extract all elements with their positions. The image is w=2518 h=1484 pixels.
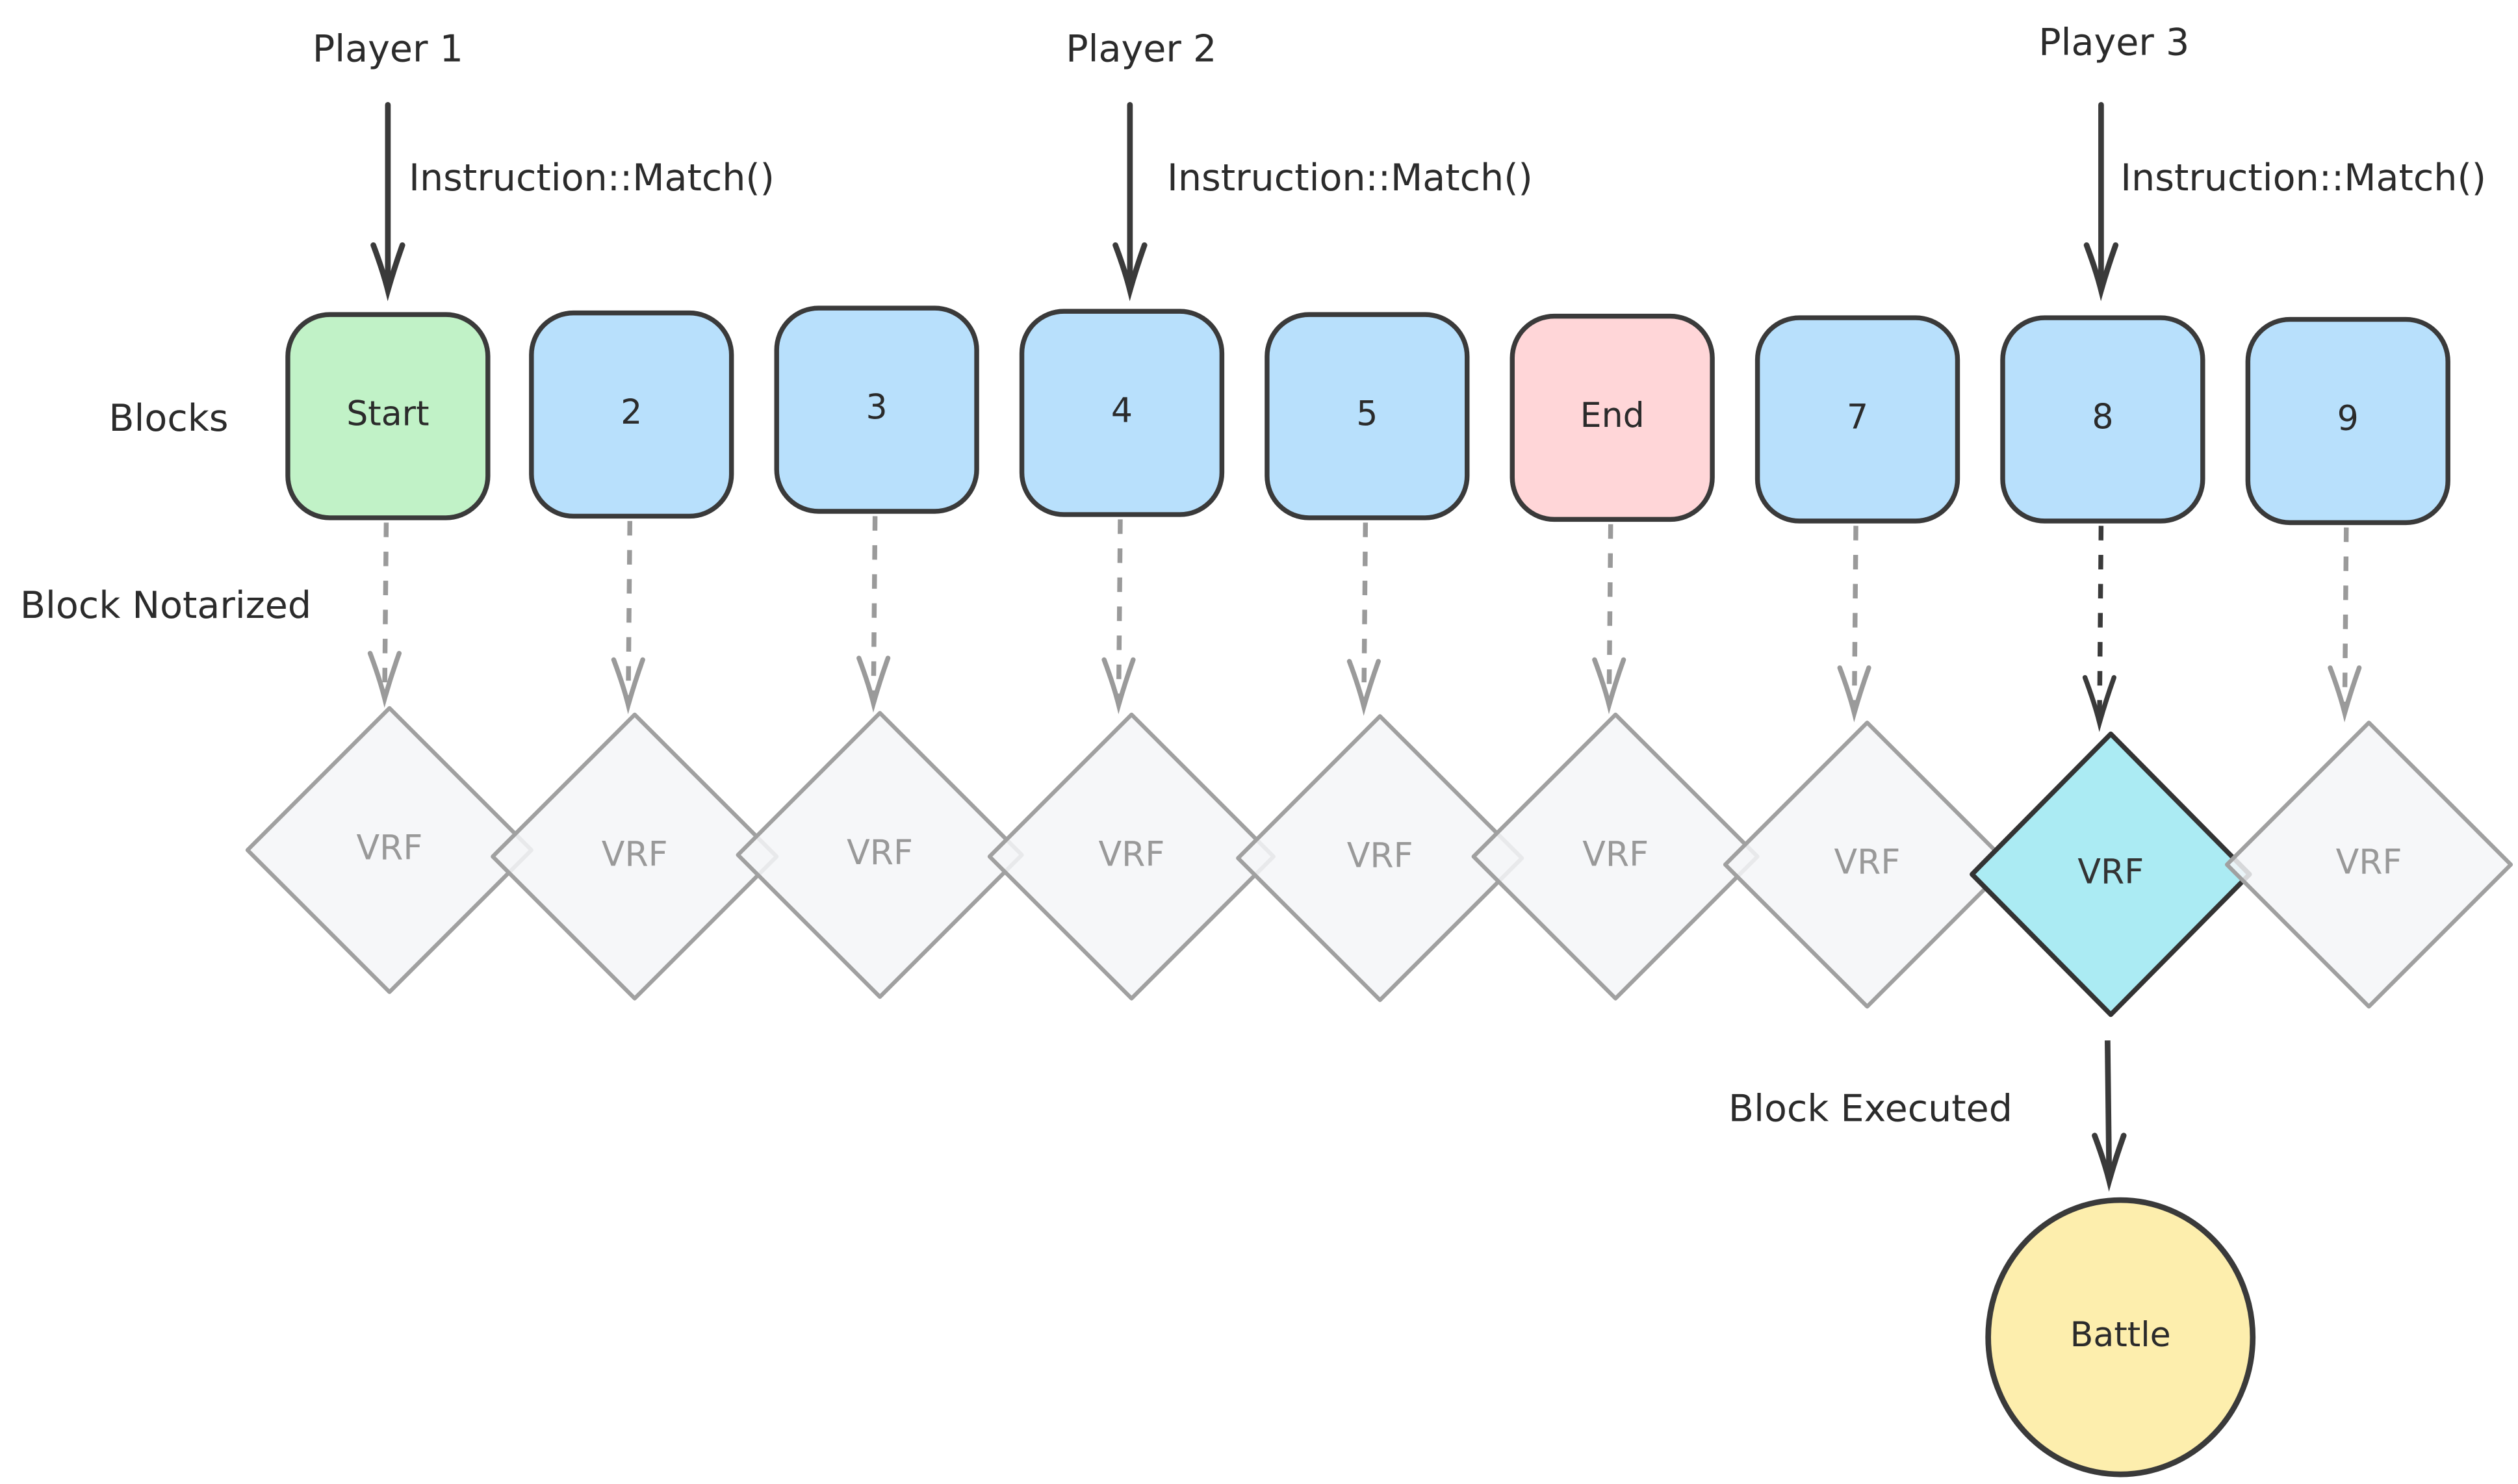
block-start[interactable]: Start	[285, 312, 491, 520]
notarized-arrow	[1851, 526, 1858, 710]
block-box	[2000, 315, 2205, 524]
arrowhead-icon	[856, 656, 891, 713]
block-label: 4	[1111, 392, 1133, 431]
battle-circle	[1985, 1197, 2256, 1478]
block-label: Start	[346, 395, 429, 434]
arrowhead-icon	[1112, 242, 1148, 301]
vrf-label: VRF	[1582, 835, 1649, 874]
block-label: 2	[621, 393, 642, 432]
executed-arrow	[2105, 1040, 2113, 1178]
block-label: 8	[2092, 398, 2113, 437]
vrf-diamond-active[interactable]: VRF	[1970, 731, 2252, 1017]
block-end[interactable]: End	[1510, 313, 1715, 522]
vrf-diamond[interactable]: VRF	[736, 711, 1024, 999]
notarized-arrow	[871, 516, 878, 700]
vrf-label: VRF	[602, 835, 668, 874]
block-box	[1265, 312, 1470, 520]
block-box	[2245, 316, 2450, 526]
block-box	[1019, 309, 1225, 517]
vrf-label: VRF	[1834, 843, 1901, 882]
instruction-label: Instruction::Match()	[409, 157, 775, 199]
diamond-shape	[1723, 721, 2012, 1009]
block-label: 5	[1356, 395, 1378, 434]
arrowhead-icon	[2083, 242, 2119, 301]
battle-label: Battle	[2070, 1316, 2171, 1355]
diamond-shape	[736, 711, 1024, 999]
notarized-arrow	[626, 520, 633, 702]
vrf-diamond[interactable]: VRF	[1471, 712, 1760, 1001]
diamond-shape	[1970, 731, 2252, 1017]
player-label: Player 3	[2038, 21, 2189, 64]
arrowhead-icon	[1592, 657, 1626, 715]
notarized-arrow	[382, 522, 389, 696]
diamond-shape	[987, 712, 1276, 1001]
notarized-arrow	[2342, 527, 2349, 710]
arrowhead-icon	[2328, 665, 2362, 723]
block-4[interactable]: 4	[1019, 309, 1225, 517]
diamond-shape	[1471, 712, 1760, 1001]
arrowhead-icon	[367, 650, 402, 708]
block-box	[285, 312, 491, 520]
block-9[interactable]: 9	[2245, 316, 2450, 526]
vrf-label: VRF	[2336, 843, 2402, 882]
vrf-diamond[interactable]: VRF	[1723, 721, 2012, 1009]
block-box	[1510, 313, 1715, 522]
arrowhead-icon	[611, 657, 645, 715]
notarized-arrow	[2097, 526, 2104, 720]
row-label-executed: Block Executed	[1728, 1087, 2012, 1130]
notarized-arrow	[1361, 522, 1368, 704]
diamond-shape	[245, 706, 533, 994]
arrowhead-icon	[370, 242, 405, 301]
block-box	[529, 310, 734, 519]
battle-node[interactable]: Battle	[1985, 1197, 2256, 1478]
vrf-diamond[interactable]: VRF	[245, 706, 533, 994]
notarized-arrow	[1116, 519, 1123, 702]
diamond-shape	[491, 712, 779, 1001]
vrf-label: VRF	[356, 828, 422, 867]
block-box	[1754, 315, 1960, 524]
arrowhead-icon	[2092, 1132, 2127, 1192]
vrf-diamond[interactable]: VRF	[1236, 714, 1524, 1003]
instruction-label: Instruction::Match()	[2120, 157, 2486, 199]
vrf-label: VRF	[1098, 835, 1164, 874]
block-label: 9	[2337, 400, 2359, 439]
block-label: End	[1580, 396, 1645, 435]
block-8[interactable]: 8	[2000, 315, 2205, 524]
block-3[interactable]: 3	[774, 305, 979, 514]
player-label: Player 1	[313, 27, 463, 70]
arrowhead-icon	[1346, 659, 1381, 716]
vrf-diamond[interactable]: VRF	[2224, 721, 2513, 1009]
vrf-diamond[interactable]: VRF	[491, 712, 779, 1001]
block-5[interactable]: 5	[1265, 312, 1470, 520]
vrf-label: VRF	[1347, 837, 1413, 876]
row-label-blocks: Blocks	[109, 397, 228, 440]
arrowhead-icon	[2082, 674, 2117, 732]
vrf-label: VRF	[2077, 853, 2144, 892]
block-label: 3	[866, 389, 888, 428]
arrowhead-icon	[1101, 657, 1136, 715]
vrf-diamond[interactable]: VRF	[987, 712, 1276, 1001]
notarized-arrow	[1606, 524, 1613, 702]
row-label-notarized: Block Notarized	[20, 584, 311, 627]
vrf-label: VRF	[847, 834, 913, 873]
instruction-label: Instruction::Match()	[1167, 157, 1533, 199]
player-label: Player 2	[1066, 27, 1216, 70]
block-box	[774, 305, 979, 514]
arrowhead-icon	[1837, 665, 1871, 723]
diamond-shape	[1236, 714, 1524, 1003]
block-label: 7	[1847, 398, 1868, 437]
diamond-shape	[2224, 721, 2513, 1009]
block-7[interactable]: 7	[1754, 315, 1960, 524]
block-2[interactable]: 2	[529, 310, 734, 519]
